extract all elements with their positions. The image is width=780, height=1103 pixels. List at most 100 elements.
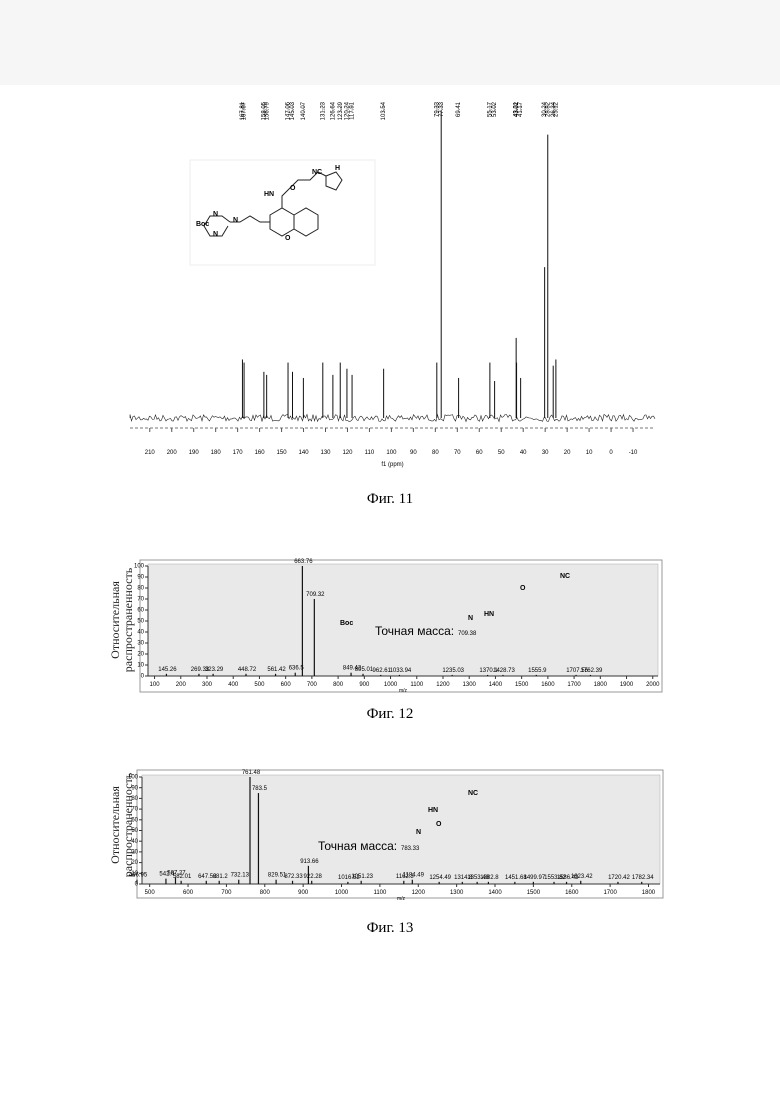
x-tick-label: 1500 bbox=[515, 682, 529, 688]
structure-label: H bbox=[335, 165, 340, 172]
x-tick-label: 900 bbox=[298, 890, 309, 896]
x-tick-label: 1400 bbox=[488, 890, 502, 896]
x-tick-label: 900 bbox=[359, 682, 370, 688]
x-tick-label: 1000 bbox=[384, 682, 398, 688]
x-tick-label: 1900 bbox=[620, 682, 634, 688]
x-tick-label: 120 bbox=[342, 450, 353, 456]
x-tick-label: 1100 bbox=[410, 682, 424, 688]
x-tick-label: 50 bbox=[498, 450, 505, 456]
x-tick-label: 1200 bbox=[412, 890, 426, 896]
x-tick-label: 0 bbox=[609, 450, 613, 456]
x-tick-label: 300 bbox=[202, 682, 213, 688]
x-tick-label: 1600 bbox=[565, 890, 579, 896]
peak-label: 25.12 bbox=[553, 101, 559, 117]
y-tick-label: 20 bbox=[137, 652, 144, 658]
structure-label: O bbox=[436, 821, 442, 828]
x-tick-label: 20 bbox=[564, 450, 571, 456]
x-tick-label: 1700 bbox=[567, 682, 581, 688]
peak-label: 140.07 bbox=[301, 101, 307, 120]
peak-label: 41.17 bbox=[518, 101, 524, 117]
x-tick-label: 100 bbox=[150, 682, 161, 688]
annotation: Точная масса: bbox=[318, 839, 397, 853]
exact-mass: 783.33 bbox=[401, 846, 420, 852]
peak-label: 323.29 bbox=[205, 667, 224, 673]
peak-label: 1623.42 bbox=[571, 874, 593, 880]
x-tick-label: 1000 bbox=[335, 890, 349, 896]
x-tick-label: 100 bbox=[386, 450, 397, 456]
y-tick-label: 10 bbox=[137, 663, 144, 669]
peak-label: 1254.49 bbox=[429, 875, 451, 881]
page: 2102001901801701601501401301201101009080… bbox=[0, 0, 780, 1103]
x-tick-label: 90 bbox=[410, 450, 417, 456]
x-tick-label: 210 bbox=[145, 450, 156, 456]
peak-label: 1782.34 bbox=[632, 875, 654, 881]
x-tick-label: 140 bbox=[299, 450, 310, 456]
peak-label: 77.33 bbox=[439, 101, 445, 117]
peak-label: 103.54 bbox=[381, 101, 387, 120]
x-tick-label: 1100 bbox=[373, 890, 387, 896]
x-axis-label: m/z bbox=[397, 896, 406, 902]
document: 2102001901801701601501401301201101009080… bbox=[0, 0, 780, 1103]
x-tick-label: 200 bbox=[167, 450, 178, 456]
y-axis-label: Относительная распространенность bbox=[109, 560, 135, 680]
x-tick-label: 1200 bbox=[436, 682, 450, 688]
structure-label: NC bbox=[560, 573, 570, 580]
peak-label: 709.32 bbox=[306, 592, 325, 598]
peak-label: 123.29 bbox=[338, 101, 344, 120]
peak-label: 145.26 bbox=[158, 667, 177, 673]
x-tick-label: 400 bbox=[228, 682, 239, 688]
y-tick-label: 80 bbox=[137, 586, 144, 592]
y-tick-label: 60 bbox=[137, 608, 144, 614]
peak-label: 681.2 bbox=[213, 874, 229, 880]
structure-label: Boc bbox=[196, 221, 209, 228]
peak-label: 69.41 bbox=[456, 101, 462, 117]
baseline-noise bbox=[130, 415, 655, 422]
y-tick-label: 90 bbox=[137, 575, 144, 581]
header-band bbox=[0, 0, 780, 85]
x-tick-label: 1800 bbox=[594, 682, 608, 688]
y-tick-label: 40 bbox=[137, 630, 144, 636]
x-tick-label: 180 bbox=[211, 450, 222, 456]
x-tick-label: -10 bbox=[629, 450, 638, 456]
y-tick-label: 50 bbox=[137, 619, 144, 625]
exact-mass: 709.38 bbox=[458, 631, 477, 637]
x-tick-label: 160 bbox=[255, 450, 266, 456]
peak-label: 1033.94 bbox=[390, 668, 412, 674]
x-tick-label: 80 bbox=[432, 450, 439, 456]
plot-area bbox=[148, 564, 658, 676]
figure-caption: Фиг. 12 bbox=[367, 706, 414, 722]
x-axis-label: m/z bbox=[399, 688, 408, 694]
structure-label: NC bbox=[312, 169, 322, 176]
figure-caption: Фиг. 11 bbox=[367, 491, 413, 507]
structure-label: N bbox=[213, 211, 218, 218]
x-tick-label: 700 bbox=[221, 890, 232, 896]
peak-label: 732.13 bbox=[231, 873, 250, 879]
plot-area bbox=[142, 775, 660, 884]
structure-label: Boc bbox=[340, 620, 353, 627]
structure-label: NC bbox=[468, 790, 478, 797]
peak-label: 663.76 bbox=[294, 559, 313, 565]
structure-label: HN bbox=[484, 611, 494, 618]
x-tick-label: 800 bbox=[260, 890, 271, 896]
peak-label: 448.72 bbox=[238, 667, 257, 673]
figure-caption: Фиг. 13 bbox=[367, 920, 414, 936]
structure-label: O bbox=[285, 235, 291, 242]
peak-label: 126.64 bbox=[330, 101, 336, 120]
x-tick-label: 10 bbox=[586, 450, 593, 456]
x-tick-label: 60 bbox=[476, 450, 483, 456]
peak-label: 1235.03 bbox=[442, 668, 464, 674]
x-tick-label: 1700 bbox=[603, 890, 617, 896]
x-tick-label: 600 bbox=[183, 890, 194, 896]
peak-label: 922.28 bbox=[304, 874, 323, 880]
peak-label: 582.01 bbox=[173, 874, 192, 880]
structure-label: HN bbox=[264, 191, 274, 198]
peak-label: 1720.42 bbox=[608, 875, 630, 881]
peak-label: 1762.39 bbox=[581, 668, 603, 674]
x-tick-label: 190 bbox=[189, 450, 200, 456]
y-axis-label: Относительная распространенность bbox=[109, 765, 135, 885]
x-tick-label: 2000 bbox=[646, 682, 660, 688]
x-tick-label: 1600 bbox=[541, 682, 555, 688]
peak-label: 561.42 bbox=[267, 667, 286, 673]
x-tick-label: 1300 bbox=[450, 890, 464, 896]
annotation: Точная масса: bbox=[375, 624, 454, 638]
